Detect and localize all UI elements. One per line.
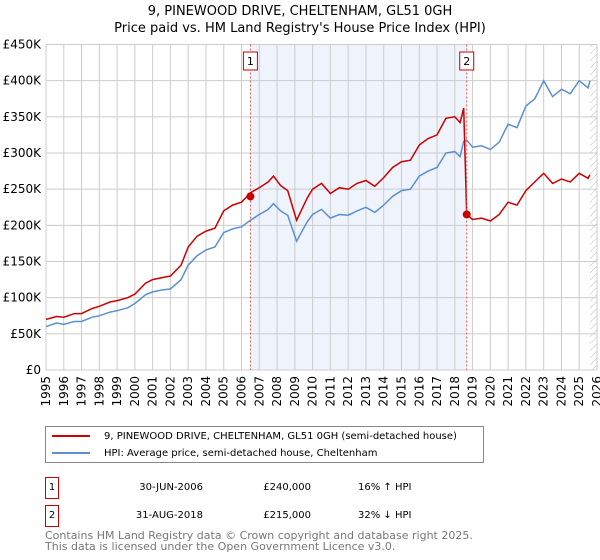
chart-title: 9, PINEWOOD DRIVE, CHELTENHAM, GL51 0GH <box>147 4 453 19</box>
transaction-hpi: 16% ↑ HPI <box>358 482 412 493</box>
forecast-hatched-region <box>589 44 597 370</box>
legend-label: 9, PINEWOOD DRIVE, CHELTENHAM, GL51 0GH … <box>104 430 457 442</box>
x-tick-label: 1996 <box>57 376 71 407</box>
y-tick-label: £50K <box>10 327 42 341</box>
y-tick-label: £450K <box>3 38 43 52</box>
x-tick-label: 2006 <box>235 376 249 407</box>
y-tick-label: £200K <box>3 218 43 232</box>
footer-copyright: Contains HM Land Registry data © Crown c… <box>45 529 473 542</box>
transaction-number: 1 <box>45 477 59 499</box>
x-tick-label: 2019 <box>466 376 480 407</box>
legend: 9, PINEWOOD DRIVE, CHELTENHAM, GL51 0GH … <box>45 426 484 463</box>
x-tick-label: 2023 <box>537 376 551 407</box>
price-chart: £0 £50K £100K £150K £200K £250K £300K £350K £400… <box>3 38 600 407</box>
x-tick-label: 2015 <box>394 376 408 407</box>
x-tick-label: 2013 <box>359 376 373 407</box>
y-tick-label: £400K <box>3 74 43 88</box>
x-tick-label: 2010 <box>306 376 320 407</box>
sale-marker-label: 1 <box>247 55 254 68</box>
y-tick-label: £100K <box>3 291 43 305</box>
ownership-shaded-region <box>250 44 467 370</box>
chart-subtitle: Price paid vs. HM Land Registry's House … <box>114 21 486 36</box>
sale-marker-box <box>242 51 258 71</box>
x-tick-label: 2021 <box>501 376 515 407</box>
sale-point <box>462 210 471 219</box>
legend-swatch-blue <box>52 452 90 454</box>
legend-item-property: 9, PINEWOOD DRIVE, CHELTENHAM, GL51 0GH … <box>52 428 457 444</box>
x-tick-label: 1995 <box>39 376 53 407</box>
x-tick-label: 2017 <box>430 376 444 407</box>
y-tick-label: £350K <box>3 110 43 124</box>
transaction-price: £240,000 <box>263 482 311 493</box>
legend-swatch-red <box>52 435 90 437</box>
x-tick-label: 2011 <box>323 376 337 407</box>
sale-point <box>246 192 255 201</box>
x-tick-label: 2000 <box>128 376 142 407</box>
legend-item-hpi: HPI: Average price, semi-detached house,… <box>52 445 377 461</box>
transaction-date: 31-AUG-2018 <box>135 510 203 521</box>
y-tick-label: £300K <box>3 146 43 160</box>
transaction-number: 2 <box>45 505 59 527</box>
sale-marker-label: 2 <box>463 55 470 68</box>
x-tick-label: 2001 <box>146 376 160 407</box>
x-tick-label: 2020 <box>483 376 497 407</box>
x-tick-label: 2014 <box>377 376 391 407</box>
x-tick-label: 2024 <box>554 376 568 407</box>
x-tick-label: 2018 <box>448 376 462 407</box>
sale-marker-box <box>459 51 475 71</box>
transaction-hpi: 32% ↓ HPI <box>358 510 412 521</box>
x-tick-label: 2004 <box>199 376 213 407</box>
x-tick-label: 2016 <box>412 376 426 407</box>
x-tick-label: 1999 <box>110 376 124 407</box>
x-tick-label: 2003 <box>181 376 195 407</box>
x-tick-label: 2025 <box>572 376 586 407</box>
footer-licence: This data is licensed under the Open Gov… <box>45 540 396 553</box>
x-tick-label: 2012 <box>341 376 355 407</box>
y-tick-label: £0 <box>26 363 41 377</box>
x-tick-label: 1998 <box>92 376 106 407</box>
x-tick-label: 2026 <box>590 376 600 407</box>
property-price-line <box>45 108 591 321</box>
y-tick-label: £150K <box>3 255 43 269</box>
transaction-row: 1 30-JUN-2006 £240,000 16% ↑ HPI <box>45 477 445 499</box>
transaction-date: 30-JUN-2006 <box>139 482 203 493</box>
transaction-row: 2 31-AUG-2018 £215,000 32% ↓ HPI <box>45 505 445 527</box>
x-tick-label: 2022 <box>519 376 533 407</box>
x-tick-label: 2002 <box>163 376 177 407</box>
x-tick-label: 2005 <box>217 376 231 407</box>
footer: Contains HM Land Registry data © Crown c… <box>45 530 473 552</box>
x-tick-label: 2009 <box>288 376 302 407</box>
x-tick-label: 1997 <box>75 376 89 407</box>
transaction-price: £215,000 <box>263 510 311 521</box>
y-tick-label: £250K <box>3 182 43 196</box>
legend-label: HPI: Average price, semi-detached house,… <box>104 447 378 459</box>
x-tick-label: 2008 <box>270 376 284 407</box>
x-tick-label: 2007 <box>252 376 266 407</box>
hpi-line <box>45 79 591 328</box>
